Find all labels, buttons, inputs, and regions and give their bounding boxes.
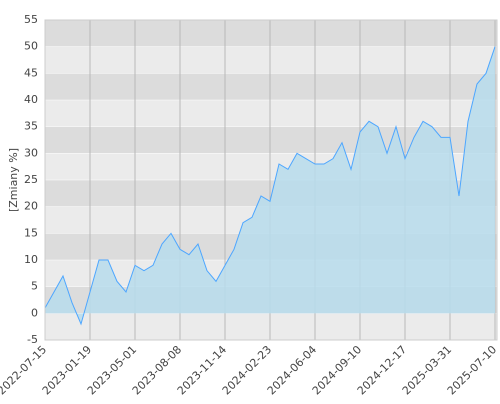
y-tick-label: 20 xyxy=(24,200,38,213)
grid-band xyxy=(45,46,497,74)
plot-frame xyxy=(44,19,498,341)
y-tick-label: 0 xyxy=(31,306,38,319)
y-tick-label: 50 xyxy=(24,40,38,53)
y-tick-label: 55 xyxy=(24,13,38,26)
y-tick-label: 5 xyxy=(31,280,38,293)
grid-band xyxy=(45,20,497,47)
y-tick-label: 45 xyxy=(24,66,38,79)
line xyxy=(44,46,496,326)
grid-band xyxy=(45,313,497,340)
y-tick-label: 25 xyxy=(24,173,38,186)
y-tick-label: 10 xyxy=(24,253,38,266)
grid-band xyxy=(45,100,497,127)
y-tick-label: 15 xyxy=(24,226,38,239)
grid-band xyxy=(45,73,497,100)
y-tick-label: 35 xyxy=(24,120,38,133)
y-tick-label: 40 xyxy=(24,93,38,106)
y-tick-label: -5 xyxy=(27,333,38,346)
y-axis-label: [Zmiany %] xyxy=(7,148,20,212)
y-tick-label: 30 xyxy=(24,146,38,159)
